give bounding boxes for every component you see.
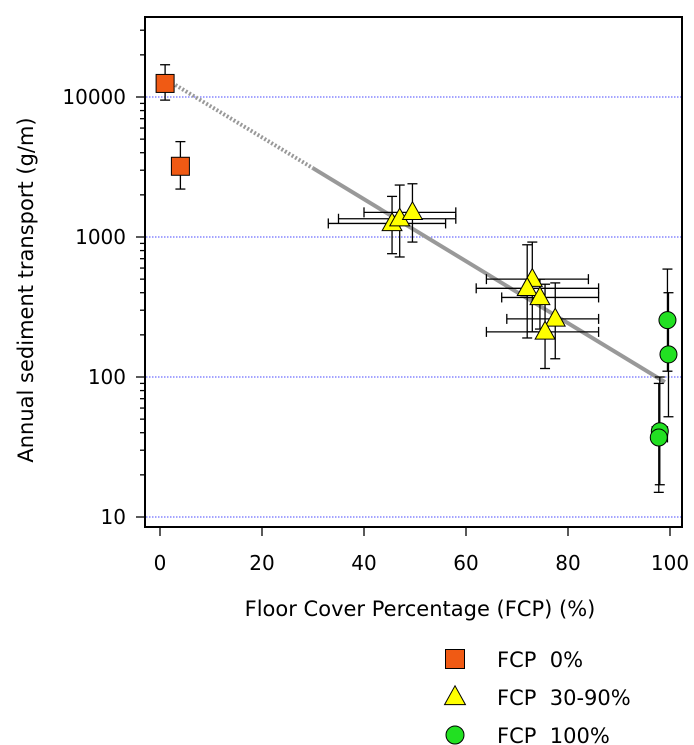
y-tick-label: 100 — [88, 365, 126, 389]
circle-point — [658, 311, 677, 330]
square-point — [170, 156, 190, 176]
x-tick-label: 0 — [154, 551, 167, 575]
legend-square-marker — [445, 649, 465, 669]
y-tick-label: 1000 — [75, 225, 126, 249]
legend: FCP 0% FCP 30-90% FCP 100% — [443, 648, 631, 745]
x-tick-label: 20 — [249, 551, 274, 575]
legend-label: FCP 0% — [497, 648, 583, 672]
x-axis-title: Floor Cover Percentage (FCP) (%) — [245, 597, 596, 621]
legend-label: FCP 30-90% — [497, 686, 631, 710]
x-tick-label: 80 — [555, 551, 580, 575]
plot-frame — [144, 16, 683, 528]
circle-point — [659, 345, 678, 364]
y-tick-label: 10000 — [62, 85, 126, 109]
x-tick-label: 60 — [453, 551, 478, 575]
triangle-point — [516, 276, 538, 296]
x-tick-label: 100 — [651, 551, 689, 575]
data-points — [155, 73, 678, 447]
triangle-point — [401, 200, 424, 221]
y-axis: 10 100 1000 10000 — [62, 29, 146, 529]
triangle-point — [529, 285, 551, 306]
y-tick-label: 10 — [101, 505, 126, 529]
x-tick-label: 40 — [351, 551, 376, 575]
trend-line-dotted — [164, 77, 315, 170]
circle-point — [649, 428, 668, 447]
square-point — [155, 73, 175, 93]
error-bars — [160, 64, 674, 493]
triangle-point — [534, 320, 556, 340]
trend-line-solid — [311, 166, 666, 384]
trend-line — [164, 77, 666, 384]
legend-label: FCP 100% — [497, 724, 610, 745]
x-axis: 0 20 40 60 80 100 — [154, 527, 689, 575]
y-axis-title: Annual sediment transport (g/m) — [14, 117, 38, 462]
legend-circle-marker — [445, 725, 465, 745]
legend-triangle-marker — [443, 684, 467, 706]
grid-lines — [146, 96, 681, 518]
triangle-point — [544, 307, 567, 327]
